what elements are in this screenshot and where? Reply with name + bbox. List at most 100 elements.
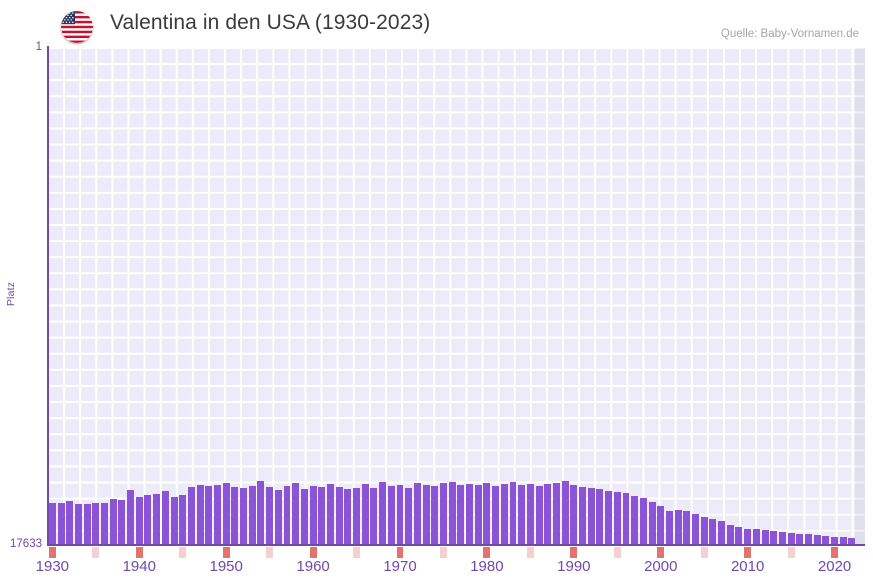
bar <box>683 510 691 545</box>
x-tick-decade <box>309 547 317 558</box>
bar <box>509 482 517 545</box>
bar <box>466 484 473 545</box>
bar <box>283 485 291 545</box>
bar <box>439 483 447 545</box>
x-axis-tick-label: 2020 <box>817 558 852 575</box>
bar <box>326 483 334 545</box>
bar <box>196 484 204 545</box>
bar <box>179 494 187 545</box>
bar <box>431 485 439 545</box>
bar <box>413 482 421 545</box>
bar <box>526 483 534 545</box>
x-tick-decade <box>570 547 578 558</box>
bar <box>335 487 343 545</box>
bar <box>770 531 778 545</box>
bar <box>552 482 560 545</box>
x-axis-line <box>47 544 865 546</box>
future-shading <box>855 48 865 545</box>
x-axis-tick-label: 1940 <box>122 558 156 575</box>
bar <box>839 537 847 545</box>
bar <box>248 486 256 545</box>
bar <box>831 536 839 545</box>
bar <box>726 525 734 545</box>
x-axis-tick-label: 1970 <box>383 558 417 575</box>
x-axis-tick-labels: 1930 1940 1950 1960 1970 1980 1990 2000 2010 2020 <box>0 558 873 584</box>
x-tick-mid <box>439 547 447 558</box>
bar <box>474 485 482 545</box>
y-axis-bottom-label: 17633 <box>10 538 42 550</box>
bar <box>353 488 361 545</box>
chart-header: Valentina in den USA (1930-2023) Quelle:… <box>0 0 873 48</box>
bar <box>561 480 569 545</box>
bar <box>118 500 126 545</box>
bar <box>127 490 135 545</box>
y-axis-title: Platz <box>5 281 17 307</box>
bar <box>66 501 74 545</box>
x-axis-tick-label: 1990 <box>557 558 591 575</box>
bar <box>231 486 239 545</box>
x-axis-tick-label: 2000 <box>644 558 678 575</box>
bar <box>83 504 91 545</box>
bar <box>257 480 265 545</box>
bar <box>187 487 195 545</box>
bar <box>396 485 404 545</box>
bar <box>544 484 552 545</box>
bar <box>518 484 526 545</box>
bar <box>805 534 812 545</box>
x-tick-mid <box>526 547 534 558</box>
x-tick-mid <box>266 547 274 558</box>
bar <box>796 533 804 545</box>
bar <box>457 484 465 545</box>
bar <box>92 502 100 545</box>
bar <box>318 487 326 545</box>
x-tick-mid <box>787 547 795 558</box>
bar <box>631 495 639 545</box>
x-tick-decade <box>222 547 230 558</box>
bar <box>778 532 786 545</box>
x-axis-tick-label: 1950 <box>209 558 243 575</box>
bar <box>370 488 378 545</box>
x-tick-decade <box>483 547 491 558</box>
bar <box>596 489 604 545</box>
x-tick-decade <box>135 547 143 558</box>
x-axis-ticks <box>48 547 865 559</box>
bar <box>344 489 352 545</box>
bar <box>135 496 143 545</box>
bar <box>153 494 161 545</box>
bar <box>379 482 387 545</box>
y-axis-top-label: 1 <box>35 41 42 53</box>
bar <box>240 488 248 545</box>
bar <box>813 535 821 545</box>
us-flag-icon <box>61 11 93 43</box>
bar <box>309 485 317 545</box>
x-tick-mid <box>179 547 187 558</box>
bar <box>761 529 769 545</box>
bar <box>535 485 543 545</box>
x-tick-decade <box>831 547 839 558</box>
bar <box>205 486 213 545</box>
bar <box>570 484 578 545</box>
bar <box>109 498 117 545</box>
x-tick-mid <box>353 547 361 558</box>
bar <box>613 491 621 545</box>
bar <box>483 483 491 545</box>
bar <box>622 493 630 545</box>
bar <box>492 485 500 545</box>
bar <box>674 510 682 545</box>
bar <box>648 501 656 545</box>
bar <box>709 518 717 545</box>
bar <box>161 490 169 545</box>
x-axis-tick-label: 1930 <box>35 558 70 575</box>
bar <box>718 521 726 545</box>
page-title: Valentina in den USA (1930-2023) <box>110 11 431 34</box>
bar <box>735 527 743 545</box>
x-tick-decade <box>744 547 752 558</box>
bar <box>222 483 230 545</box>
bar <box>387 486 395 545</box>
bar <box>500 484 508 545</box>
bar <box>605 490 613 545</box>
bar <box>74 504 82 545</box>
bar <box>170 496 178 545</box>
bar <box>787 532 795 545</box>
bar <box>700 516 708 545</box>
